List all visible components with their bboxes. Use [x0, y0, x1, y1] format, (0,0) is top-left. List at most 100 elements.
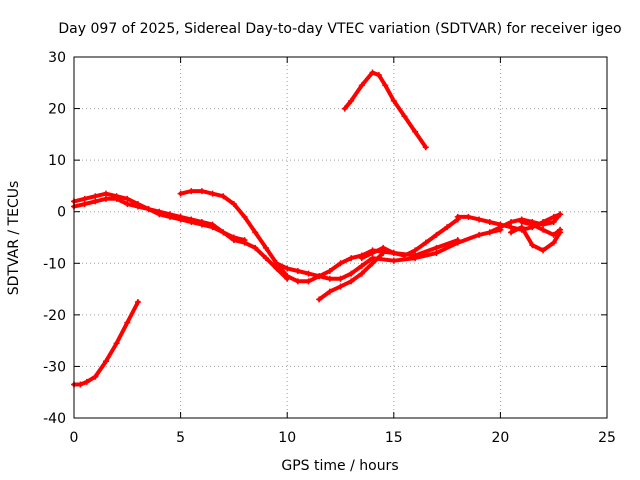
data-point	[358, 255, 365, 262]
data-point	[326, 275, 333, 282]
data-point	[284, 265, 291, 272]
data-point	[294, 268, 301, 275]
data-point	[156, 208, 163, 215]
tick-labels: 0 5 10 15 20 25 -40 -30 -20 -10 0 10 20 30	[43, 50, 616, 446]
series-arc-12	[518, 219, 564, 238]
data-point	[444, 224, 451, 231]
data-point	[113, 195, 120, 202]
data-point	[518, 219, 525, 226]
data-point	[550, 231, 557, 238]
y-tick-label: 30	[48, 50, 66, 66]
data-point	[77, 381, 84, 388]
y-axis-label: SDTVAR / TECUs	[6, 181, 22, 296]
data-point	[508, 219, 515, 226]
data-point	[209, 190, 216, 197]
y-tick-label: -40	[43, 411, 66, 427]
chart-title: Day 097 of 2025, Sidereal Day-to-day VTE…	[58, 21, 621, 37]
data-point	[550, 239, 557, 246]
data-point	[188, 188, 195, 195]
data-point	[454, 213, 461, 220]
data-point	[348, 97, 355, 104]
tick-marks	[73, 56, 608, 419]
data-point	[188, 216, 195, 223]
data-point	[102, 358, 109, 365]
data-point	[390, 97, 397, 104]
data-point	[209, 221, 216, 228]
data-point	[358, 262, 365, 269]
data-point	[476, 231, 483, 238]
y-tick-label: -10	[43, 256, 66, 272]
data-point	[92, 373, 99, 380]
data-point	[134, 298, 141, 305]
data-point	[337, 260, 344, 267]
data-point	[529, 242, 536, 249]
data-point	[92, 193, 99, 200]
data-point	[145, 206, 152, 213]
data-point	[220, 193, 227, 200]
data-point	[422, 144, 429, 151]
data-point	[412, 128, 419, 135]
data-point	[241, 213, 248, 220]
data-point	[337, 275, 344, 282]
data-point	[486, 229, 493, 236]
data-point	[390, 257, 397, 264]
series-arc-3	[71, 298, 141, 388]
data-point	[305, 270, 312, 277]
series-layer	[71, 69, 564, 388]
data-point	[341, 105, 348, 112]
data-point	[326, 288, 333, 295]
data-point	[412, 247, 419, 254]
data-point	[230, 234, 237, 241]
series-line	[509, 225, 563, 253]
data-point	[230, 200, 237, 207]
data-point	[348, 255, 355, 262]
data-point	[81, 195, 88, 202]
data-point	[337, 283, 344, 290]
series-arc-11	[508, 224, 564, 254]
data-point	[358, 270, 365, 277]
series-line	[72, 196, 247, 243]
series-line	[274, 227, 503, 281]
series-arc-7	[316, 249, 387, 303]
series-arc-2	[71, 195, 248, 244]
data-point	[540, 221, 547, 228]
series-line	[342, 70, 428, 150]
data-point	[380, 244, 387, 251]
data-point	[358, 82, 365, 89]
data-point	[113, 340, 120, 347]
data-point	[316, 273, 323, 280]
data-point	[382, 82, 389, 89]
data-point	[252, 244, 259, 251]
x-tick-label: 20	[491, 430, 509, 446]
data-point	[433, 249, 440, 256]
x-tick-label: 10	[278, 430, 296, 446]
data-point	[124, 319, 131, 326]
data-point	[401, 252, 408, 259]
data-point	[284, 273, 291, 280]
data-point	[124, 200, 131, 207]
data-point	[369, 255, 376, 262]
data-point	[465, 213, 472, 220]
data-point	[102, 195, 109, 202]
series-line	[72, 191, 290, 281]
series-line	[359, 217, 460, 261]
data-point	[422, 239, 429, 246]
data-point	[326, 268, 333, 275]
data-point	[412, 255, 419, 262]
series-arc-4	[177, 188, 461, 285]
data-point	[134, 203, 141, 210]
data-point	[390, 249, 397, 256]
data-point	[476, 216, 483, 223]
data-point	[540, 247, 547, 254]
y-tick-label: 10	[48, 153, 66, 169]
series-line	[178, 189, 460, 284]
data-point	[369, 249, 376, 256]
data-point	[220, 229, 227, 236]
data-point	[557, 226, 564, 233]
x-tick-label: 15	[385, 430, 403, 446]
data-point	[433, 244, 440, 251]
data-point	[508, 224, 515, 231]
data-point	[92, 198, 99, 205]
data-point	[497, 224, 504, 231]
